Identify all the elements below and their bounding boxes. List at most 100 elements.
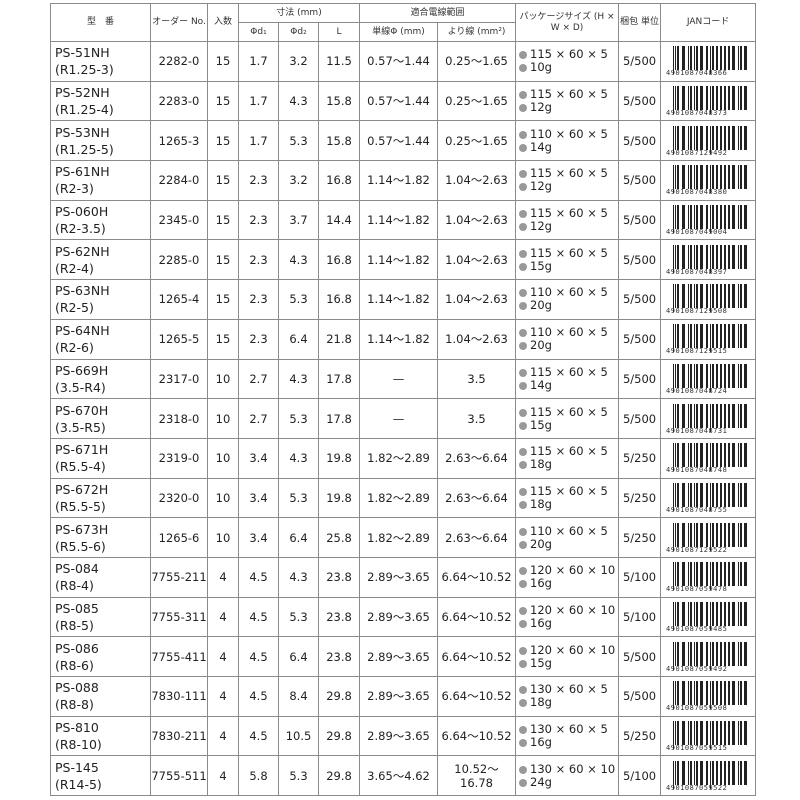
barcode-bar xyxy=(690,681,693,706)
model-name: PS-088 xyxy=(55,680,99,696)
spec-cell: 2317-0 xyxy=(150,358,208,400)
package-dimensions: 110 × 60 × 5 xyxy=(530,325,608,340)
barcode-bar xyxy=(688,86,690,111)
barcode-bar xyxy=(728,721,731,746)
spec-cell: 4.5 xyxy=(238,636,279,677)
barcode-bar xyxy=(696,125,699,150)
packing-unit: 5/500 xyxy=(618,239,662,281)
barcode-bar xyxy=(700,205,704,230)
barcode-bar xyxy=(675,46,677,71)
header-quantity: 入数 xyxy=(207,3,239,42)
barcode-bar xyxy=(740,721,743,746)
model-name: PS-145 xyxy=(55,759,99,775)
packing-unit: 5/500 xyxy=(618,398,662,439)
barcode-bar xyxy=(724,601,727,626)
barcode: 4901087048748 xyxy=(666,442,750,474)
jan-number: 4901087129492 xyxy=(666,148,728,157)
barcode-bar xyxy=(706,760,709,785)
bullet-icon xyxy=(519,527,528,536)
spec-cell: 1.14～1.82 xyxy=(359,199,439,241)
barcode-bar xyxy=(740,86,743,111)
barcode-bar xyxy=(712,86,715,111)
barcode-bar xyxy=(716,443,719,468)
package-dimensions: 110 × 60 × 5 xyxy=(530,285,608,300)
spec-cell: 11.5 xyxy=(317,41,361,82)
spec-cell: — xyxy=(359,358,439,400)
package-cell: 115 × 60 × 5 15g xyxy=(515,239,620,281)
barcode-bar xyxy=(688,601,690,626)
bullet-icon xyxy=(519,91,528,100)
barcode-bar xyxy=(700,760,704,785)
barcode-bar xyxy=(738,165,740,190)
model-alias: (R1.25-4) xyxy=(55,102,114,118)
barcode-bar xyxy=(732,284,736,309)
barcode-bar xyxy=(677,681,680,706)
barcode-bar xyxy=(675,482,677,507)
spec-cell: 4.5 xyxy=(238,556,279,598)
barcode: 4901087059515 xyxy=(666,720,750,752)
barcode-bar xyxy=(677,284,680,309)
barcode-bar xyxy=(677,403,680,428)
barcode-bar xyxy=(732,46,736,71)
spec-cell: 3.5 xyxy=(437,398,517,439)
model-alias: (R2-4) xyxy=(55,260,94,276)
spec-cell: 0.57～1.44 xyxy=(359,120,439,162)
barcode-bar xyxy=(706,721,709,746)
barcode-bar xyxy=(675,165,677,190)
barcode-bar xyxy=(700,641,704,666)
barcode-bar xyxy=(728,284,731,309)
spec-cell: 2285-0 xyxy=(150,239,208,281)
barcode-bar xyxy=(700,324,704,349)
barcode-bar xyxy=(688,641,690,666)
barcode-bar xyxy=(716,324,719,349)
barcode-bar xyxy=(740,601,743,626)
packing-unit: 5/100 xyxy=(618,596,662,638)
bullet-icon xyxy=(519,302,528,311)
table-row: PS-671H (R5.5-4) 2319-0 10 3.4 4.3 19.8 1.82～2.… xyxy=(50,437,757,479)
barcode: 4901087048366 xyxy=(666,45,750,77)
spec-cell: 2.89～3.65 xyxy=(359,636,439,677)
barcode-bar xyxy=(694,562,696,587)
barcode-bar xyxy=(675,284,677,309)
spec-cell: 4.3 xyxy=(278,239,319,281)
model-name: PS-670H xyxy=(55,402,109,418)
spec-cell: 1.82～2.89 xyxy=(359,477,439,519)
barcode-bar xyxy=(744,443,748,468)
spec-cell: 6.4 xyxy=(278,318,319,360)
spec-cell: 17.8 xyxy=(317,398,361,439)
packing-unit: 5/500 xyxy=(618,279,662,320)
packing-unit: 5/500 xyxy=(618,318,662,360)
barcode-bar xyxy=(696,562,699,587)
bullet-icon xyxy=(519,726,528,735)
spec-cell: 6.64～10.52 xyxy=(437,715,517,757)
barcode-bar xyxy=(696,165,699,190)
model-name: PS-63NH xyxy=(55,283,110,299)
barcode-bar xyxy=(710,165,712,194)
bullet-icon xyxy=(519,104,528,113)
barcode-bar xyxy=(744,125,748,150)
package-weight: 12g xyxy=(530,219,552,234)
barcode-bar xyxy=(712,284,715,309)
barcode-bar xyxy=(728,760,731,785)
barcode-bar xyxy=(710,562,712,591)
barcode-bar xyxy=(720,244,723,269)
package-cell: 115 × 60 × 5 18g xyxy=(515,437,620,479)
barcode-bar xyxy=(738,205,740,230)
package-weight: 15g xyxy=(530,258,552,273)
package-weight: 20g xyxy=(530,338,552,353)
barcode-bar xyxy=(675,443,677,468)
model-cell: PS-672H (R5.5-5) xyxy=(50,477,151,519)
barcode-bar xyxy=(744,601,748,626)
spec-cell: 7755-311 xyxy=(150,596,208,638)
barcode-bar xyxy=(706,443,709,468)
spec-cell: 23.8 xyxy=(317,596,361,638)
jan-number: 4901087049004 xyxy=(666,228,728,237)
barcode-bar xyxy=(732,363,736,388)
jan-cell: 4901087048731 xyxy=(660,398,757,439)
barcode-bar xyxy=(744,324,748,349)
barcode-bar xyxy=(720,482,723,507)
barcode-bar xyxy=(682,244,686,269)
barcode-bar xyxy=(728,403,731,428)
barcode-bar xyxy=(710,125,712,154)
barcode-bar xyxy=(710,760,712,789)
